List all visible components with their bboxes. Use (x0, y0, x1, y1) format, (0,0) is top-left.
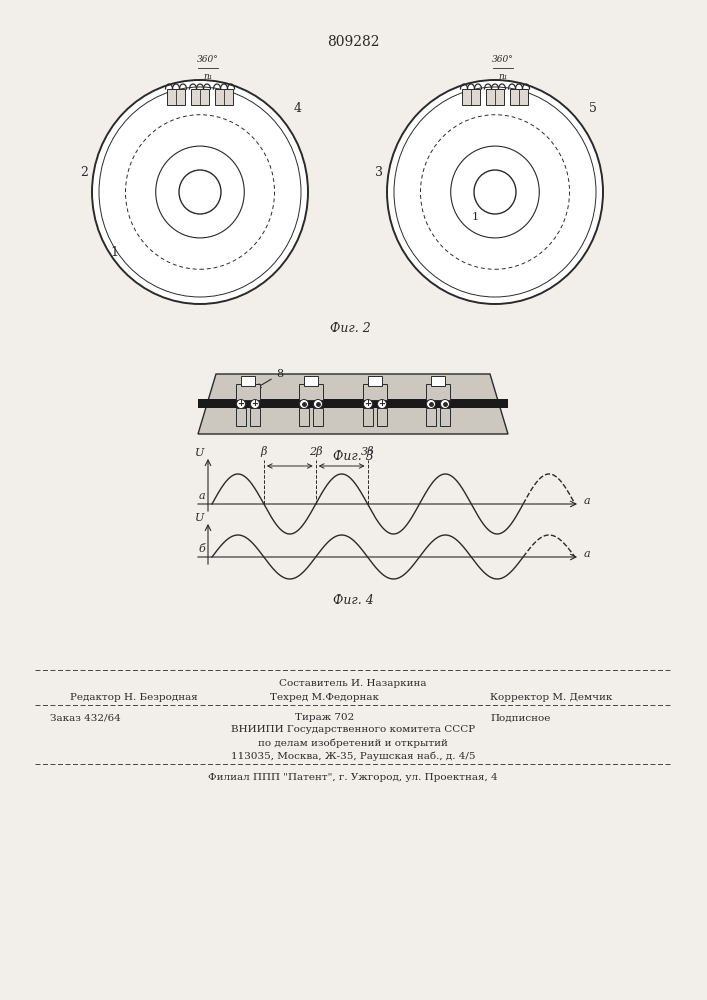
Text: n₁: n₁ (498, 72, 508, 81)
Bar (236, 408, 246, 426)
Text: Фиг. 4: Фиг. 4 (332, 593, 373, 606)
Ellipse shape (451, 146, 539, 238)
Bar (368, 376, 382, 386)
Text: 2β: 2β (309, 446, 322, 457)
Text: Подписное: Подписное (490, 714, 550, 722)
Text: 4: 4 (294, 102, 302, 114)
Circle shape (440, 399, 450, 408)
Circle shape (378, 399, 387, 408)
Text: 3: 3 (375, 165, 383, 178)
Text: +: + (238, 399, 245, 408)
Bar (191, 89, 209, 105)
Text: β: β (261, 446, 267, 457)
Ellipse shape (179, 170, 221, 214)
Circle shape (250, 399, 259, 408)
Bar (426, 408, 436, 426)
Bar (486, 89, 504, 105)
Text: n₁: n₁ (204, 72, 213, 81)
Bar (426, 384, 450, 400)
Text: 3β: 3β (361, 446, 374, 457)
Bar (198, 399, 508, 408)
Text: 5: 5 (589, 102, 597, 114)
Text: Редактор Н. Безродная: Редактор Н. Безродная (70, 692, 198, 702)
Circle shape (426, 399, 436, 408)
Text: 1: 1 (472, 212, 479, 222)
Text: a: a (584, 549, 590, 559)
Text: U: U (195, 448, 205, 458)
Text: 360°: 360° (197, 55, 219, 64)
Text: 360°: 360° (492, 55, 514, 64)
Text: б: б (199, 544, 205, 554)
Circle shape (300, 399, 308, 408)
Bar (250, 408, 260, 426)
Text: 8: 8 (257, 369, 284, 388)
Bar (167, 89, 185, 105)
Bar (363, 408, 373, 426)
Text: +: + (252, 399, 259, 408)
Text: 1: 1 (110, 245, 118, 258)
Bar (236, 384, 260, 400)
Bar (462, 89, 480, 105)
Circle shape (363, 399, 373, 408)
Bar (304, 376, 318, 386)
Text: Тираж 702: Тираж 702 (295, 714, 354, 722)
Bar (241, 376, 255, 386)
Bar (215, 89, 233, 105)
Text: Фиг. 2: Фиг. 2 (329, 322, 370, 334)
Text: 113035, Москва, Ж-35, Раушская наб., д. 4/5: 113035, Москва, Ж-35, Раушская наб., д. … (230, 751, 475, 761)
Bar (363, 384, 387, 400)
Text: +: + (365, 399, 371, 408)
Polygon shape (198, 374, 508, 434)
Text: 2: 2 (80, 165, 88, 178)
Text: Корректор М. Демчик: Корректор М. Демчик (490, 692, 612, 702)
Ellipse shape (474, 170, 516, 214)
Bar (313, 408, 323, 426)
Bar (299, 408, 309, 426)
Ellipse shape (92, 80, 308, 304)
Text: U: U (195, 513, 205, 523)
Circle shape (313, 399, 322, 408)
Text: Техред М.Федорнак: Техред М.Федорнак (270, 692, 379, 702)
Text: Составитель И. Назаркина: Составитель И. Назаркина (279, 678, 427, 688)
Circle shape (237, 399, 245, 408)
Bar (299, 384, 323, 400)
Text: a: a (584, 496, 590, 506)
Text: Заказ 432/64: Заказ 432/64 (50, 714, 121, 722)
Text: 809282: 809282 (327, 35, 379, 49)
Text: +: + (378, 399, 385, 408)
Ellipse shape (387, 80, 603, 304)
Text: Фиг. 3: Фиг. 3 (332, 450, 373, 462)
Text: ВНИИПИ Государственного комитета СССР: ВНИИПИ Государственного комитета СССР (231, 726, 475, 734)
Text: a: a (199, 491, 205, 501)
Text: Филиал ППП "Патент", г. Ужгород, ул. Проектная, 4: Филиал ППП "Патент", г. Ужгород, ул. Про… (208, 772, 498, 782)
Ellipse shape (156, 146, 245, 238)
Text: по делам изобретений и открытий: по делам изобретений и открытий (258, 738, 448, 748)
Bar (510, 89, 528, 105)
Bar (377, 408, 387, 426)
Bar (431, 376, 445, 386)
Bar (440, 408, 450, 426)
